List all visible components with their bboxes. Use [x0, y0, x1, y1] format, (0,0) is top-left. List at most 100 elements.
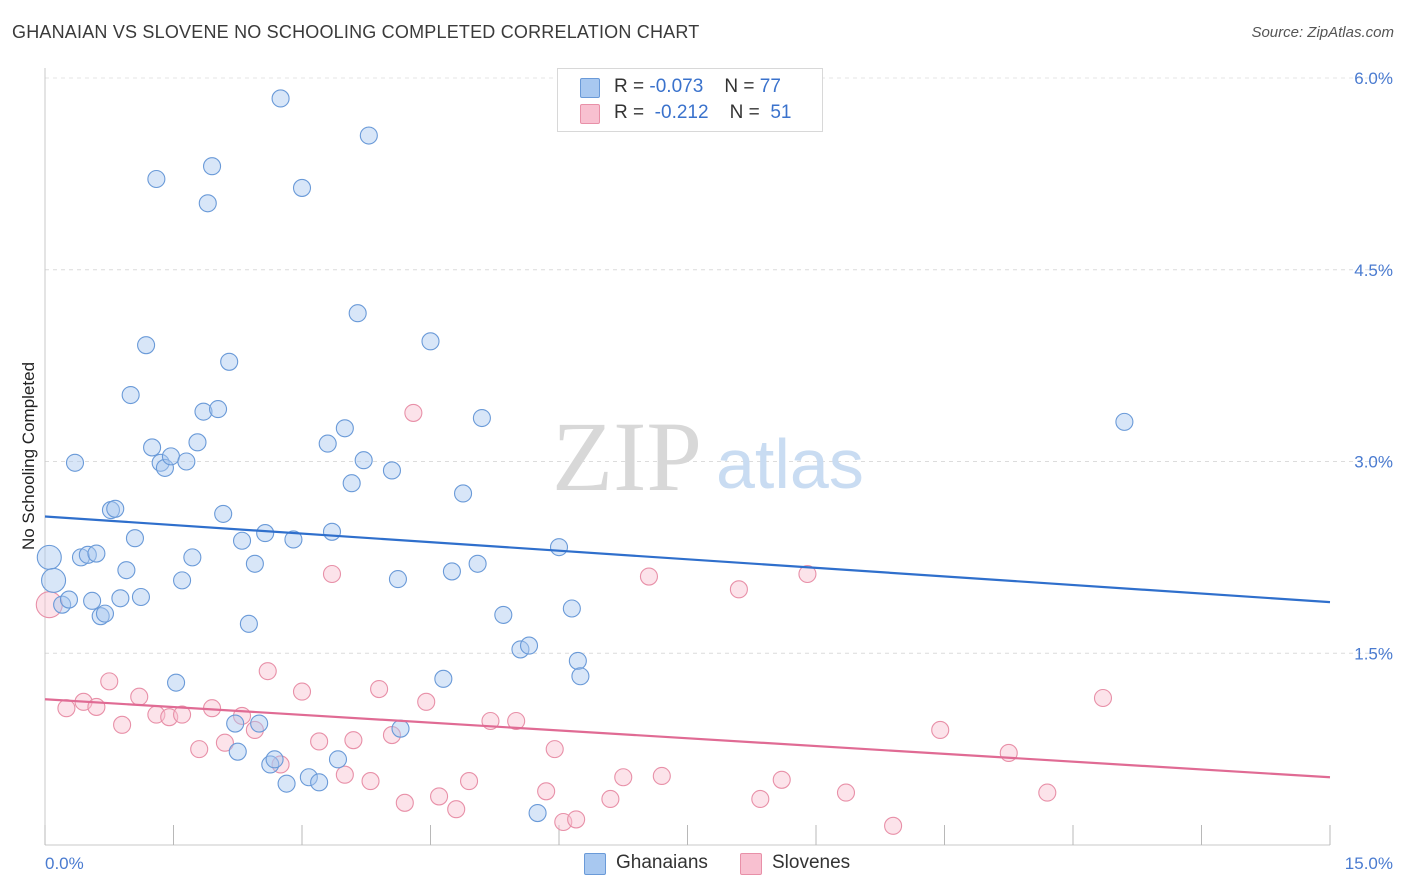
slovene-point	[404, 403, 423, 422]
ghanaian-point	[528, 803, 547, 823]
slovene-point	[836, 783, 856, 802]
chart-title: GHANAIAN VS SLOVENE NO SCHOOLING COMPLET…	[12, 22, 700, 42]
ghanaian-point	[519, 636, 539, 655]
ghanaian-point	[391, 719, 410, 738]
slovene-point	[322, 564, 342, 584]
slovene-point	[537, 782, 556, 801]
ghanaian-point	[568, 651, 587, 670]
watermark-atlas: atlas	[716, 425, 864, 503]
y-tick-label: 3.0%	[1354, 453, 1393, 472]
ghanaian-point	[137, 336, 156, 355]
ghanaian-point	[1115, 412, 1134, 431]
ghanaian-point	[232, 531, 252, 550]
slovene-point	[1038, 783, 1057, 802]
slovene-point	[931, 720, 950, 740]
slovene-point	[639, 567, 659, 586]
ghanaian-point	[106, 499, 125, 518]
ghanaian-point	[454, 484, 473, 503]
ghanaian-point	[342, 474, 361, 493]
ghanaian-point	[177, 452, 196, 471]
slovene-point	[652, 766, 671, 786]
ghanaian-point	[472, 408, 491, 428]
ghanaians-points	[36, 89, 1134, 823]
ghanaian-point	[155, 458, 174, 477]
ghanaian-point	[194, 402, 213, 421]
legend-swatch-blue	[580, 78, 600, 98]
ghanaian-point	[328, 750, 348, 769]
ghanaian-point	[198, 194, 217, 213]
x-tick-label: 0.0%	[45, 854, 84, 873]
ghanaian-point	[121, 385, 140, 405]
legend-label: Ghanaians	[616, 852, 708, 873]
ghanaian-point	[335, 419, 354, 438]
ghanaian-point	[245, 554, 264, 573]
ghanaian-point	[562, 599, 581, 618]
slovene-point	[545, 740, 564, 759]
legend-text: R = -0.073 N = 77	[614, 76, 781, 97]
slovene-point	[430, 787, 449, 806]
slovene-point	[1093, 688, 1113, 708]
slovene-point	[258, 662, 277, 681]
ghanaian-point	[571, 667, 590, 686]
ghanaian-point	[203, 157, 222, 176]
ghanaian-point	[111, 589, 130, 608]
ghanaian-point	[348, 304, 367, 323]
ghanaian-point	[214, 504, 233, 523]
slovene-point	[113, 715, 132, 734]
ghanaian-point	[183, 548, 202, 567]
slovene-point	[173, 705, 192, 724]
ghanaian-point	[83, 591, 102, 610]
ghanaian-point	[36, 544, 62, 570]
legend-r-value: -0.212	[654, 102, 709, 123]
ghanaian-point	[354, 451, 373, 470]
ghanaian-point	[299, 768, 318, 787]
ghanaian-point	[220, 352, 239, 371]
ghanaian-point	[388, 570, 407, 589]
ghanaian-point	[161, 447, 180, 466]
ghanaian-point	[228, 742, 247, 761]
y-tick-label: 1.5%	[1354, 644, 1393, 663]
ghanaian-point	[284, 530, 303, 549]
legend-label: Slovenes	[772, 852, 851, 873]
ghanaian-point	[131, 587, 150, 607]
legend-text: R = -0.212 N = 51	[614, 102, 792, 123]
ghanaian-point	[265, 750, 284, 769]
slovene-point	[215, 733, 234, 752]
correlation-legend: R = -0.073 N = 77 R = -0.212 N = 51	[557, 68, 823, 132]
slovene-point	[567, 810, 586, 829]
ghanaian-point	[442, 562, 461, 581]
source-label: Source: ZipAtlas.com	[1251, 24, 1394, 41]
ghanaian-point	[310, 773, 329, 792]
slovene-point	[271, 755, 290, 774]
ghanaian-point	[226, 714, 245, 733]
ghanaians-trend-line	[44, 515, 1331, 604]
ghanaian-point	[318, 434, 337, 453]
slovene-point	[447, 800, 466, 819]
ghanaian-point	[250, 714, 269, 733]
y-tick-label: 4.5%	[1354, 261, 1393, 280]
slovene-point	[614, 768, 633, 787]
slovenes-points	[35, 403, 1113, 835]
legend-swatch-pink	[580, 104, 600, 124]
slovene-point	[417, 692, 436, 711]
slovene-point	[344, 731, 363, 750]
ghanaian-point	[382, 461, 402, 480]
ghanaian-point	[277, 774, 296, 793]
ghanaian-point	[173, 571, 192, 590]
x-tick-label: 15.0%	[1345, 854, 1393, 873]
ghanaian-point	[95, 604, 115, 623]
y-axis-title: No Schooling Completed	[19, 362, 38, 550]
slovene-point	[751, 789, 770, 809]
slovene-point	[507, 711, 526, 731]
watermark-zip: ZIP	[552, 401, 702, 512]
ghanaian-point	[117, 561, 136, 580]
ghanaian-point	[322, 522, 342, 541]
slovene-point	[370, 679, 389, 699]
y-tick-label: 6.0%	[1354, 69, 1393, 88]
slovene-point	[395, 793, 414, 812]
slovene-point	[772, 770, 791, 789]
slovene-point	[361, 772, 380, 791]
slovene-point	[292, 682, 312, 701]
slovene-point	[57, 699, 76, 718]
slovenes-trend-line	[44, 698, 1331, 779]
